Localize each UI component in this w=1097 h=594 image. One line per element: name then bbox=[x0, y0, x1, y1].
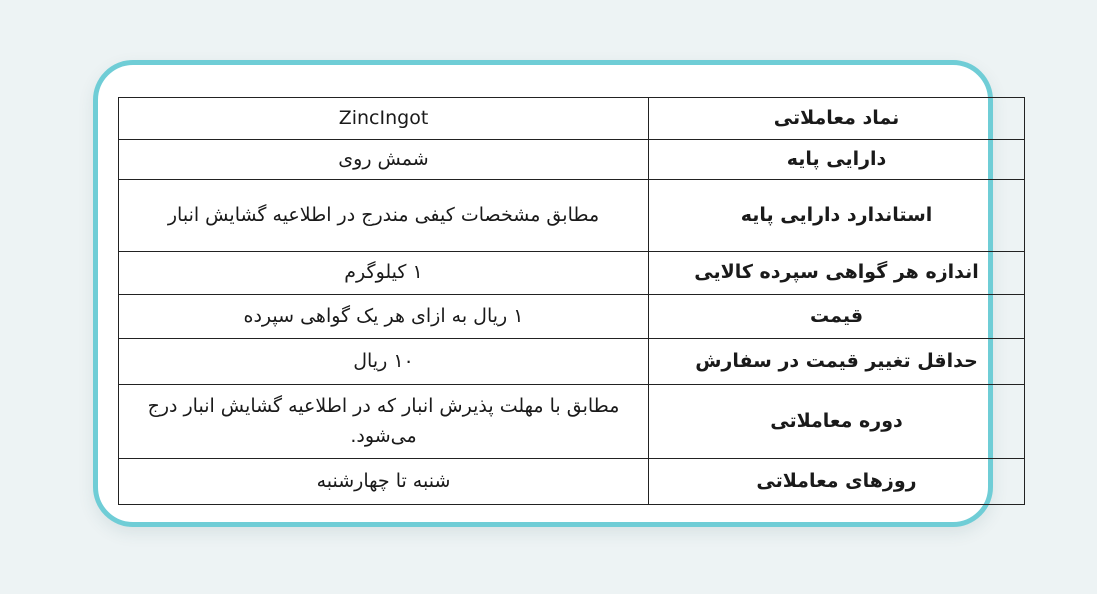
row-value-min-price-tick: ۱۰ ریال bbox=[118, 338, 649, 385]
row-label-trading-days: روزهای معاملاتی bbox=[648, 458, 1025, 505]
table-row-price: قیمت ۱ ریال به ازای هر یک گواهی سپرده bbox=[118, 294, 1025, 339]
row-value-trading-symbol: ZincIngot bbox=[118, 97, 649, 140]
table-row-base-asset-standard: استاندارد دارایی پایه مطابق مشخصات کیفی … bbox=[118, 179, 1025, 252]
row-value-price: ۱ ریال به ازای هر یک گواهی سپرده bbox=[118, 294, 649, 339]
row-label-trading-period: دوره معاملاتی bbox=[648, 384, 1025, 459]
row-value-trading-days: شنبه تا چهارشنبه bbox=[118, 458, 649, 505]
row-label-base-asset: دارایی پایه bbox=[648, 139, 1025, 180]
table-row-min-price-tick: حداقل تغییر قیمت در سفارش ۱۰ ریال bbox=[118, 338, 1025, 385]
row-value-trading-period: مطابق با مهلت پذیرش انبار که در اطلاعیه … bbox=[118, 384, 649, 459]
table-row-trading-symbol: نماد معاملاتی ZincIngot bbox=[118, 97, 1025, 140]
row-value-base-asset: شمش روی bbox=[118, 139, 649, 180]
spec-table-body: نماد معاملاتی ZincIngot دارایی پایه شمش … bbox=[118, 97, 1025, 505]
row-label-min-price-tick: حداقل تغییر قیمت در سفارش bbox=[648, 338, 1025, 385]
row-label-base-asset-standard: استاندارد دارایی پایه bbox=[648, 179, 1025, 252]
table-row-trading-period: دوره معاملاتی مطابق با مهلت پذیرش انبار … bbox=[118, 384, 1025, 459]
table-row-certificate-size: اندازه هر گواهی سپرده کالایی ۱ کیلوگرم bbox=[118, 251, 1025, 295]
table-row-trading-days: روزهای معاملاتی شنبه تا چهارشنبه bbox=[118, 458, 1025, 505]
table-row-base-asset: دارایی پایه شمش روی bbox=[118, 139, 1025, 180]
row-label-trading-symbol: نماد معاملاتی bbox=[648, 97, 1025, 140]
row-label-certificate-size: اندازه هر گواهی سپرده کالایی bbox=[648, 251, 1025, 295]
row-label-price: قیمت bbox=[648, 294, 1025, 339]
row-value-certificate-size: ۱ کیلوگرم bbox=[118, 251, 649, 295]
row-value-base-asset-standard: مطابق مشخصات کیفی مندرج در اطلاعیه گشایش… bbox=[118, 179, 649, 252]
spec-table: نماد معاملاتی ZincIngot دارایی پایه شمش … bbox=[118, 97, 1025, 505]
spec-card: نماد معاملاتی ZincIngot دارایی پایه شمش … bbox=[93, 60, 1025, 527]
